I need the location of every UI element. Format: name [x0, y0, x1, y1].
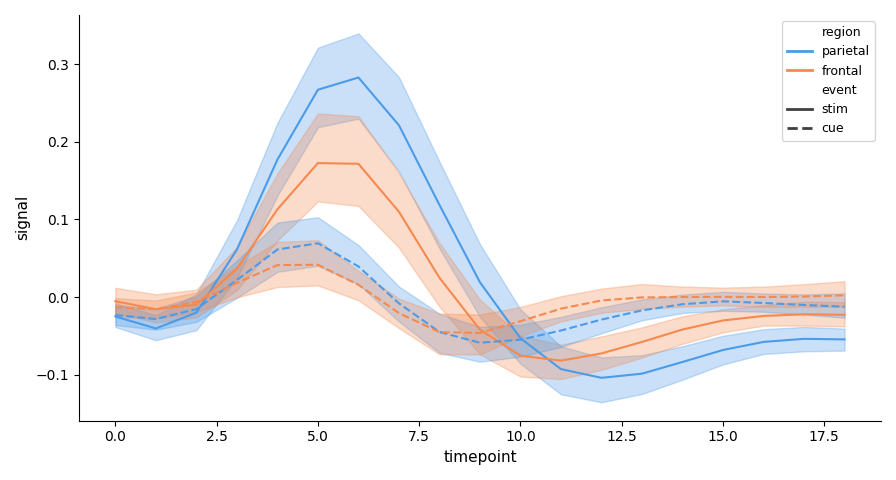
- Legend: region, parietal, frontal, event, stim, cue: region, parietal, frontal, event, stim, …: [781, 21, 874, 141]
- Y-axis label: signal: signal: [15, 195, 30, 240]
- X-axis label: timepoint: timepoint: [444, 450, 517, 465]
